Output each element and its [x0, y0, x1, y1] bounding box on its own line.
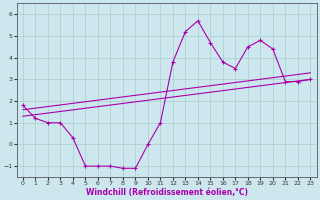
X-axis label: Windchill (Refroidissement éolien,°C): Windchill (Refroidissement éolien,°C) — [86, 188, 248, 197]
